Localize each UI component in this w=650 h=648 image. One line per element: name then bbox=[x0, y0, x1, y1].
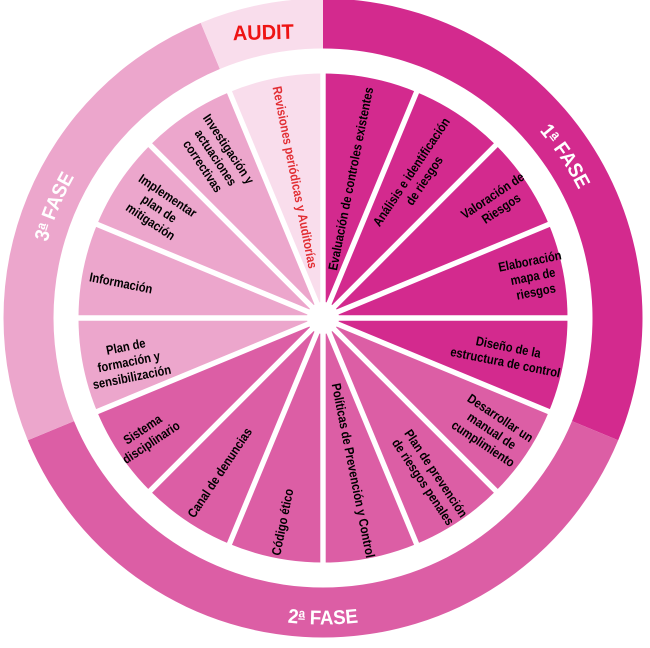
svg-text:2a FASE: 2a FASE bbox=[287, 606, 359, 630]
svg-text:AUDIT: AUDIT bbox=[233, 21, 295, 46]
